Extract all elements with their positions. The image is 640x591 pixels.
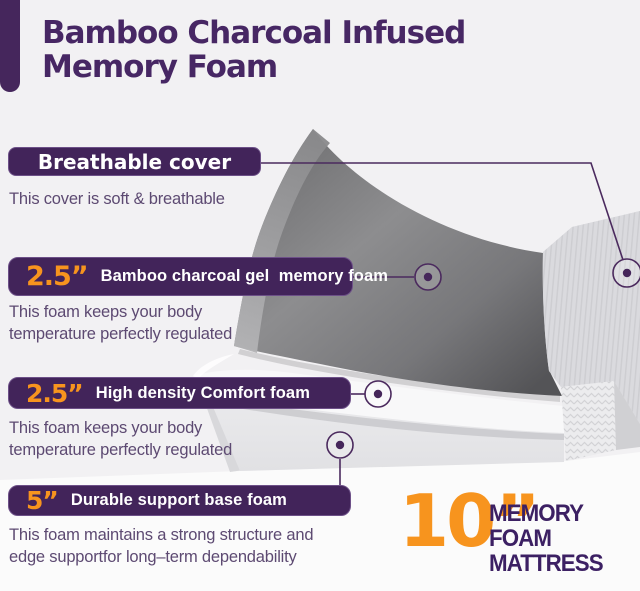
marker-dot-cover [612,258,640,288]
page-title-line1: Bamboo Charcoal Infused [42,15,466,51]
comfort-foam-curl-highlight [193,354,234,378]
layer-label-cover-text: Breathable cover [37,149,232,174]
memory-foam-edge-shape [234,129,330,353]
cover-front-shape [561,381,616,461]
mattress-height-badge: 10” [399,479,541,563]
accent-bar [0,0,20,92]
layer-desc-comfort-foam: This foam keeps your body temperature pe… [9,417,232,461]
layer-desc-memory-foam-line2: temperature perfectly regulated [9,325,233,343]
layer-desc-base-foam-line2: edge supportfor long–term dependability [9,548,297,566]
layer-label-comfort-foam: 2.5” High density Comfort foam [8,377,351,409]
layer-label-cover: Breathable cover [8,147,261,176]
layer-desc-base-foam-line1: This foam maintains a strong structure a… [9,526,314,544]
marker-dot-comfort [364,380,392,408]
cover-corner-shape [614,381,640,450]
comfort-foam-shadow [213,398,564,440]
marker-dot-base [326,431,354,459]
marker-dots [326,258,640,459]
mattress-badge-text: MEMORY FOAM MATTRESS [489,501,629,576]
mattress-badge-line1: MEMORY FOAM [489,500,584,552]
layer-desc-memory-foam: This foam keeps your body temperature pe… [9,301,232,345]
layer-desc-base-foam: This foam maintains a strong structure a… [9,524,314,568]
marker-dot-memory [414,263,442,291]
layer-size-comfort-foam: 2.5” [26,378,84,408]
layer-label-comfort-foam-text: High density Comfort foam [95,383,310,402]
layer-desc-cover: This cover is soft & breathable [9,188,225,210]
layer-label-memory-foam-text: Bamboo charcoal gel memory foam [100,267,389,285]
layer-desc-comfort-foam-line2: temperature perfectly regulated [9,441,233,459]
page-title: Bamboo Charcoal Infused Memory Foam [42,15,466,85]
mattress-badge-line2: MATTRESS [489,550,604,577]
memory-foam-shape [234,129,562,396]
layer-label-memory-foam: 2.5” Bamboo charcoal gel memory foam [8,257,388,296]
layer-label-base-foam: 5” Durable support base foam [8,485,351,516]
layer-desc-cover-text: This cover is soft & breathable [9,190,225,208]
leader-line-cover [260,162,624,261]
layer-size-memory-foam: 2.5” [26,261,89,292]
layer-label-base-foam-text: Durable support base foam [70,491,287,509]
layer-size-base-foam: 5” [26,486,59,515]
layer-desc-memory-foam-line1: This foam keeps your body [9,303,203,321]
page-title-line2: Memory Foam [42,49,278,85]
layer-desc-comfort-foam-line1: This foam keeps your body [9,419,203,437]
